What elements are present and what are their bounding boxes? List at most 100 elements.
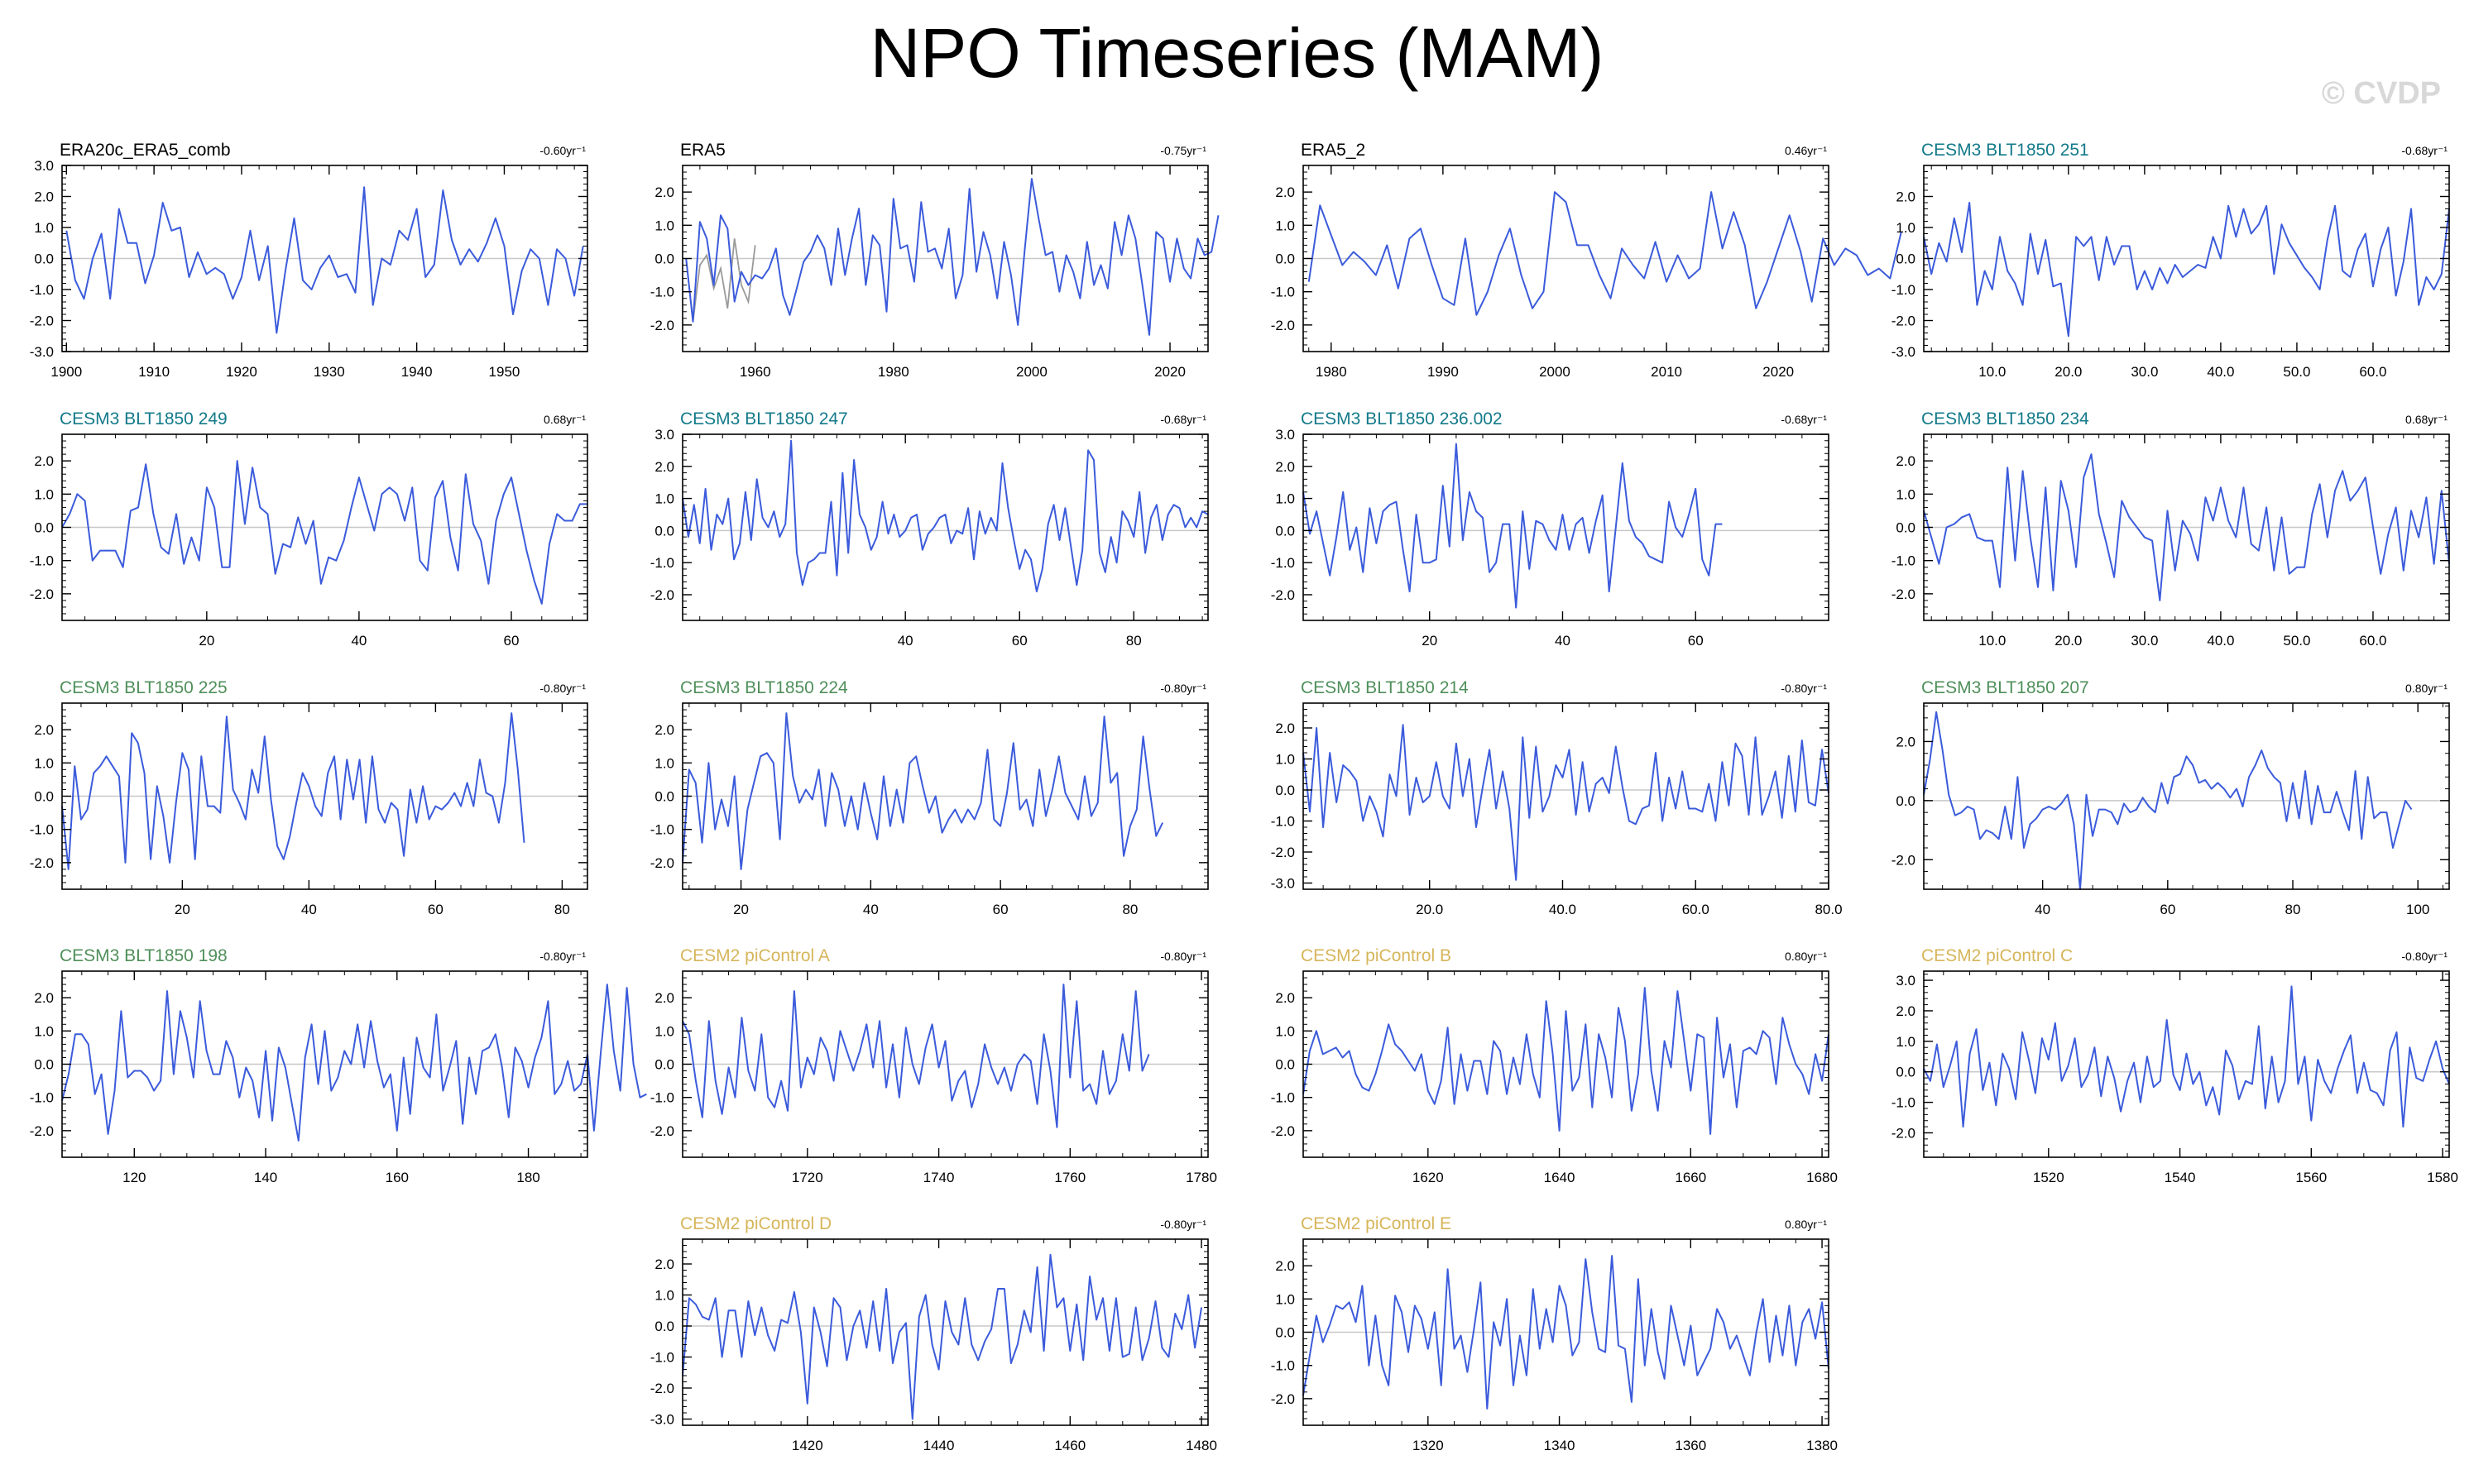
panel-5: CESM3 BLT1850 249 0.68yr⁻¹ -2.0 -1.0 0.0 1.0 2… <box>30 409 588 649</box>
panel-title: CESM3 BLT1850 198 <box>60 946 228 965</box>
x-tick-label: 40 <box>2035 902 2050 917</box>
panel-title: CESM3 BLT1850 251 <box>1921 141 2089 160</box>
x-tick-label: 40 <box>898 633 913 649</box>
y-tick-label: 2.0 <box>34 453 54 469</box>
panel-title: CESM2 piControl A <box>680 946 830 965</box>
panel-title: CESM3 BLT1850 249 <box>60 409 228 428</box>
y-tick-label: -1.0 <box>1271 285 1295 300</box>
page-title: NPO Timeseries (MAM) <box>870 14 1604 92</box>
trend-label: 0.68yr⁻¹ <box>544 413 586 426</box>
x-tick-label: 1780 <box>1186 1170 1217 1185</box>
x-tick-label: 1900 <box>50 364 82 380</box>
y-tick-label: 1.0 <box>1896 1034 1915 1050</box>
panel-title: CESM3 BLT1850 234 <box>1921 409 2089 428</box>
series-line <box>682 1253 1203 1420</box>
y-tick-label: -3.0 <box>1891 344 1915 360</box>
x-tick-label: 100 <box>2406 902 2429 917</box>
y-tick-label: 0.0 <box>654 1319 674 1334</box>
series-line <box>682 439 1209 593</box>
y-tick-label: -2.0 <box>1891 1125 1915 1141</box>
trend-label: 0.80yr⁻¹ <box>2405 682 2448 695</box>
y-tick-label: -2.0 <box>650 855 674 871</box>
x-tick-label: 20.0 <box>2054 633 2082 649</box>
y-tick-label: -1.0 <box>650 1350 674 1366</box>
x-tick-label: 60 <box>993 902 1009 917</box>
panel-title: CESM3 BLT1850 236.002 <box>1301 409 1503 428</box>
trend-label: -0.68yr⁻¹ <box>2401 144 2448 157</box>
panel-2: ERA5 -0.75yr⁻¹ -2.0 -1.0 0.0 1.0 2.0 1960 1980 20… <box>650 141 1220 380</box>
x-tick-label: 1930 <box>314 364 345 380</box>
panel-title: ERA5_2 <box>1301 141 1365 160</box>
y-tick-label: 2.0 <box>654 1257 674 1272</box>
y-tick-label: 3.0 <box>1896 973 1915 989</box>
panel-title: CESM3 BLT1850 247 <box>680 409 848 428</box>
series-line <box>61 460 587 605</box>
x-tick-label: 60.0 <box>2359 633 2386 649</box>
y-tick-label: 1.0 <box>654 218 674 233</box>
x-tick-label: 80 <box>554 902 570 917</box>
y-tick-label: 2.0 <box>654 722 674 738</box>
x-tick-label: 30.0 <box>2131 633 2158 649</box>
plot-frame <box>682 433 1209 621</box>
x-tick-label: 1320 <box>1412 1438 1444 1453</box>
plot-frame <box>1302 433 1829 621</box>
y-tick-label: 2.0 <box>654 184 674 200</box>
y-tick-label: 0.0 <box>34 1057 54 1073</box>
x-tick-label: 60 <box>1688 633 1704 649</box>
trend-label: -0.80yr⁻¹ <box>1160 950 1206 963</box>
y-tick-label: 2.0 <box>34 990 54 1006</box>
x-tick-label: 40 <box>351 633 367 649</box>
x-tick-label: 2010 <box>1651 364 1682 380</box>
y-tick-label: 2.0 <box>654 459 674 475</box>
x-tick-label: 1580 <box>2427 1170 2458 1185</box>
y-tick-label: -1.0 <box>30 822 54 838</box>
y-tick-label: 2.0 <box>654 990 674 1006</box>
y-tick-label: -2.0 <box>1891 314 1915 329</box>
y-tick-label: 0.0 <box>1896 520 1915 536</box>
y-tick-label: 0.0 <box>654 251 674 267</box>
x-tick-label: 1940 <box>401 364 433 380</box>
y-tick-label: 2.0 <box>1275 459 1295 475</box>
y-tick-label: -2.0 <box>30 855 54 871</box>
y-tick-label: 0.0 <box>1275 783 1295 798</box>
x-tick-label: 60 <box>2160 902 2175 917</box>
x-tick-label: 60 <box>1012 633 1028 649</box>
y-tick-label: 0.0 <box>654 789 674 805</box>
y-tick-label: -1.0 <box>650 285 674 300</box>
x-tick-label: 60 <box>504 633 520 649</box>
reference-series-line <box>685 238 756 322</box>
x-tick-label: 1720 <box>792 1170 823 1185</box>
trend-label: 0.46yr⁻¹ <box>1785 144 1827 157</box>
y-tick-label: -1.0 <box>30 1090 54 1106</box>
trend-label: 0.80yr⁻¹ <box>1785 1218 1827 1231</box>
series-line <box>1302 724 1829 881</box>
y-tick-label: -2.0 <box>650 1381 674 1396</box>
x-tick-label: 1980 <box>1316 364 1347 380</box>
x-tick-label: 10.0 <box>1978 364 2006 380</box>
x-tick-label: 1910 <box>138 364 170 380</box>
x-tick-label: 40 <box>863 902 879 917</box>
x-tick-label: 1360 <box>1675 1438 1706 1453</box>
y-tick-label: 2.0 <box>1896 1003 1915 1019</box>
x-tick-label: 20.0 <box>2054 364 2082 380</box>
panel-title: CESM2 piControl E <box>1301 1214 1451 1233</box>
x-tick-label: 1740 <box>923 1170 955 1185</box>
x-tick-label: 40 <box>301 902 317 917</box>
x-tick-label: 2000 <box>1539 364 1570 380</box>
panel-16: CESM2 piControl C -0.80yr⁻¹ -2.0 -1.0 0.0 1.0… <box>1891 946 2458 1185</box>
series-line <box>685 178 1220 336</box>
y-tick-label: -1.0 <box>1271 1358 1295 1374</box>
y-tick-label: -2.0 <box>1271 587 1295 603</box>
x-tick-label: 60.0 <box>1682 902 1709 917</box>
x-tick-label: 80.0 <box>1815 902 1842 917</box>
x-tick-label: 20 <box>1422 633 1437 649</box>
y-tick-label: 2.0 <box>1275 184 1295 200</box>
panel-9: CESM3 BLT1850 225 -0.80yr⁻¹ -2.0 -1.0 0.0 1.0… <box>30 678 588 917</box>
y-tick-label: -1.0 <box>30 553 54 569</box>
x-tick-label: 40.0 <box>2207 633 2234 649</box>
y-tick-label: -2.0 <box>30 1123 54 1139</box>
x-tick-label: 1640 <box>1544 1170 1575 1185</box>
x-tick-label: 180 <box>516 1170 539 1185</box>
trend-label: -0.75yr⁻¹ <box>1160 144 1206 157</box>
